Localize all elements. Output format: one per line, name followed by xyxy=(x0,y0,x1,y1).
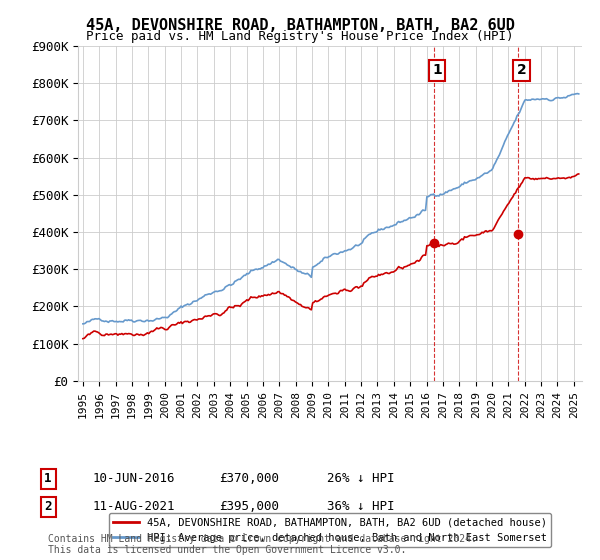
Text: 11-AUG-2021: 11-AUG-2021 xyxy=(93,500,176,514)
Text: 10-JUN-2016: 10-JUN-2016 xyxy=(93,472,176,486)
Text: £370,000: £370,000 xyxy=(219,472,279,486)
Text: 26% ↓ HPI: 26% ↓ HPI xyxy=(327,472,395,486)
Text: 1: 1 xyxy=(44,472,52,486)
Text: 2: 2 xyxy=(44,500,52,514)
Text: £395,000: £395,000 xyxy=(219,500,279,514)
Legend: 45A, DEVONSHIRE ROAD, BATHAMPTON, BATH, BA2 6UD (detached house), HPI: Average p: 45A, DEVONSHIRE ROAD, BATHAMPTON, BATH, … xyxy=(109,514,551,547)
Text: 2: 2 xyxy=(517,63,526,77)
Text: 1: 1 xyxy=(432,63,442,77)
Text: Price paid vs. HM Land Registry's House Price Index (HPI): Price paid vs. HM Land Registry's House … xyxy=(86,30,514,43)
Text: 36% ↓ HPI: 36% ↓ HPI xyxy=(327,500,395,514)
Text: Contains HM Land Registry data © Crown copyright and database right 2024.
This d: Contains HM Land Registry data © Crown c… xyxy=(48,534,477,555)
Text: 45A, DEVONSHIRE ROAD, BATHAMPTON, BATH, BA2 6UD: 45A, DEVONSHIRE ROAD, BATHAMPTON, BATH, … xyxy=(86,18,514,33)
